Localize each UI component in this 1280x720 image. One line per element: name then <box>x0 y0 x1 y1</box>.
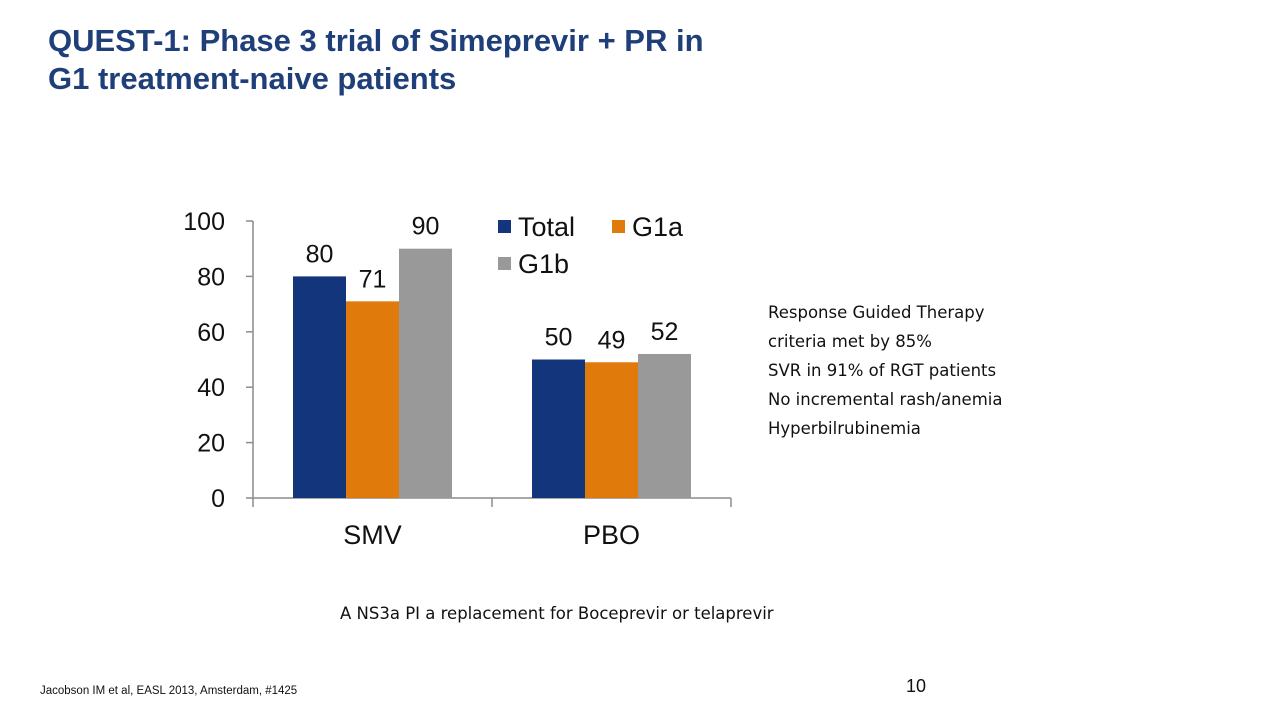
notes-panel: Response Guided Therapy criteria met by … <box>768 298 1002 443</box>
data-label: 80 <box>306 240 334 268</box>
y-tick-label: 20 <box>197 430 225 458</box>
bar-g1a-smv <box>346 301 399 498</box>
citation: Jacobson IM et al, EASL 2013, Amsterdam,… <box>40 685 298 697</box>
y-tick-label: 0 <box>211 485 225 513</box>
data-label: 50 <box>545 324 573 352</box>
data-label: 49 <box>598 326 626 354</box>
note-line: Response Guided Therapy <box>768 303 985 322</box>
legend-label-g1b: G1b <box>518 249 569 279</box>
legend-swatch-g1a <box>612 220 625 233</box>
page-number: 10 <box>906 676 927 696</box>
bar-g1a-pbo <box>585 362 638 498</box>
note-line: criteria met by 85% <box>768 332 932 351</box>
title-line-2: G1 treatment-naive patients <box>48 61 457 96</box>
slide-title: QUEST-1: Phase 3 trial of Simeprevir + P… <box>48 22 1048 98</box>
title-line-1: QUEST-1: Phase 3 trial of Simeprevir + P… <box>48 23 704 58</box>
caption: A NS3a PI a replacement for Boceprevir o… <box>340 604 774 623</box>
y-tick-label: 80 <box>197 263 225 291</box>
data-label: 52 <box>651 318 679 346</box>
note-line: No incremental rash/anemia <box>768 390 1003 409</box>
legend-label-total: Total <box>518 212 575 242</box>
legend-label-g1a: G1a <box>632 212 684 242</box>
note-line: SVR in 91% of RGT patients <box>768 361 997 380</box>
legend-swatch-total <box>498 220 511 233</box>
y-tick-label: 100 <box>183 208 225 236</box>
x-category-label: PBO <box>583 520 640 550</box>
bar-total-smv <box>293 276 346 498</box>
data-label: 90 <box>412 213 440 241</box>
bar-g1b-pbo <box>638 353 691 498</box>
legend-swatch-g1b <box>498 257 511 270</box>
note-line: Hyperbilrubinemia <box>768 419 921 438</box>
bar-total-pbo <box>532 359 585 498</box>
bar-g1b-smv <box>399 248 452 498</box>
data-label: 71 <box>359 265 387 293</box>
y-tick-label: 60 <box>197 319 225 347</box>
y-tick-label: 40 <box>197 374 225 402</box>
x-category-label: SMV <box>343 520 402 550</box>
